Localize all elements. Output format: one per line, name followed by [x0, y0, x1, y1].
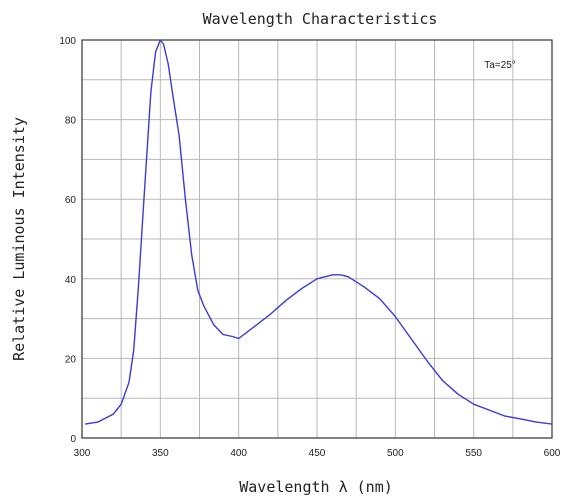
y-axis-label: Relative Luminous Intensity — [10, 117, 28, 361]
y-tick-label: 80 — [65, 116, 77, 127]
grid — [82, 40, 552, 438]
x-tick-label: 400 — [230, 448, 247, 459]
y-tick-label: 60 — [65, 195, 77, 206]
y-tick-label: 20 — [65, 354, 77, 365]
y-tick-label: 40 — [65, 275, 77, 286]
x-axis-label: Wavelength λ (nm) — [239, 478, 393, 496]
x-tick-label: 350 — [152, 448, 169, 459]
x-tick-label: 300 — [74, 448, 91, 459]
temperature-annotation: Ta=25° — [484, 60, 516, 71]
x-tick-label: 450 — [309, 448, 326, 459]
series-line — [84, 39, 553, 425]
x-tick-label: 500 — [387, 448, 404, 459]
y-tick-label: 100 — [59, 36, 76, 47]
x-tick-label: 550 — [465, 448, 482, 459]
chart-title: Wavelength Characteristics — [203, 10, 438, 28]
plot-frame — [81, 39, 553, 439]
x-tick-label: 600 — [544, 448, 561, 459]
y-axis-ticks: 0 20 40 60 80 100 — [59, 36, 76, 445]
y-tick-label: 0 — [70, 434, 76, 445]
x-axis-ticks: 300 350 400 450 500 550 600 — [74, 448, 561, 459]
